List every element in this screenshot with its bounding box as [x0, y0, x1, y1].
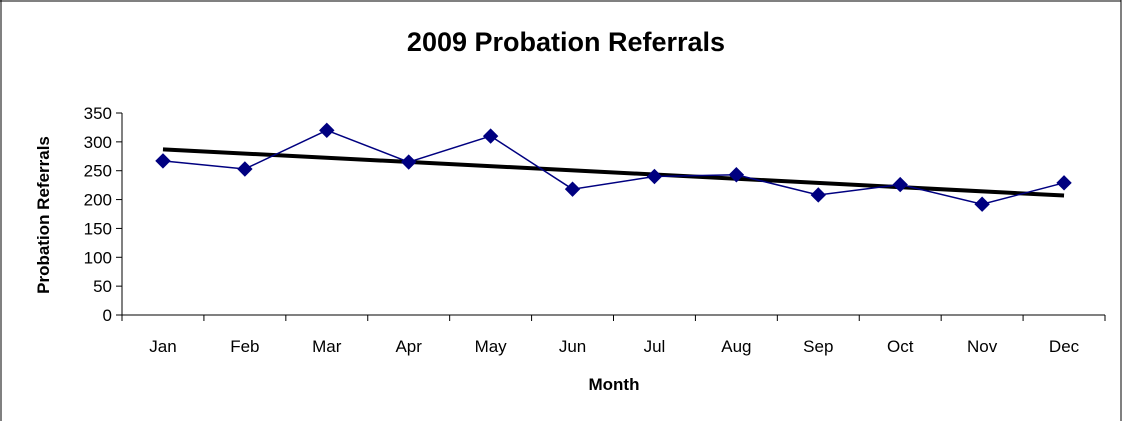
chart-title: 2009 Probation Referrals — [407, 27, 725, 57]
series-line — [162, 129, 1065, 205]
y-tick-label: 0 — [103, 306, 112, 325]
data-point-marker — [155, 153, 171, 169]
data-point-marker — [237, 161, 253, 177]
data-point-marker — [319, 122, 335, 139]
data-point-marker — [1056, 175, 1072, 191]
y-tick-label: 300 — [84, 133, 112, 152]
data-point-marker — [810, 187, 826, 203]
data-point-marker — [482, 128, 499, 144]
trendline — [162, 147, 1065, 198]
x-axis-title: Month — [589, 375, 640, 394]
data-point-marker — [564, 181, 581, 197]
y-tick-label: 150 — [84, 219, 112, 238]
y-tick-label: 350 — [84, 104, 112, 123]
x-tick-label: Nov — [967, 337, 998, 356]
x-tick-label: Jun — [559, 337, 586, 356]
data-point-marker — [974, 196, 990, 212]
y-tick-label: 100 — [84, 248, 112, 267]
y-axis-title: Probation Referrals — [34, 136, 53, 294]
x-tick-label: May — [475, 337, 508, 356]
trendline-line — [162, 147, 1065, 198]
y-tick-label: 50 — [93, 277, 112, 296]
y-axis: 0 50 100 150 200 250 300 350 — [84, 104, 123, 325]
data-point-marker — [646, 168, 663, 185]
data-point-marker — [401, 154, 417, 170]
data-point-marker — [892, 176, 908, 193]
x-tick-label: Mar — [312, 337, 342, 356]
x-tick-label: Jul — [644, 337, 666, 356]
data-point-marker — [728, 167, 745, 183]
x-tick-label: Aug — [721, 337, 751, 356]
x-tick-label: Feb — [230, 337, 259, 356]
data-series — [155, 122, 1072, 212]
x-tick-label: Jan — [149, 337, 176, 356]
x-tick-label: Oct — [887, 337, 914, 356]
x-axis: Jan Feb Mar Apr May Jun Jul Aug Sep Oct Nov Dec — [121, 314, 1106, 356]
y-tick-label: 200 — [84, 191, 112, 210]
x-tick-label: Sep — [803, 337, 833, 356]
y-tick-label: 250 — [84, 162, 112, 181]
x-tick-label: Dec — [1049, 337, 1080, 356]
x-tick-label: Apr — [395, 337, 422, 356]
